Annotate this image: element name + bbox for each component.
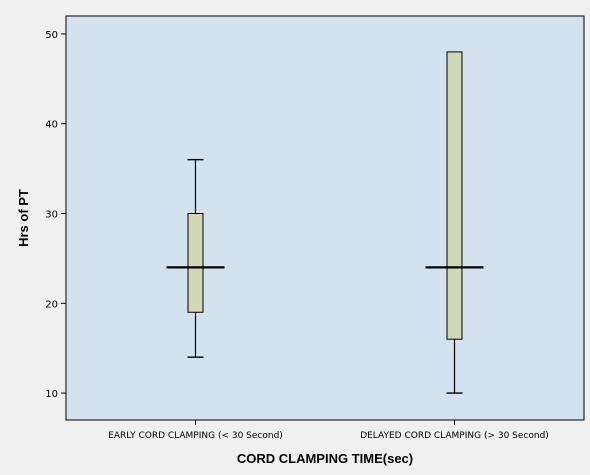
y-tick-label: 20 bbox=[45, 299, 58, 310]
y-axis: 10 20 30 40 50 bbox=[45, 30, 66, 400]
y-axis-title: Hrs of PT bbox=[16, 189, 31, 247]
y-tick-label: 50 bbox=[45, 30, 58, 41]
y-tick-label: 30 bbox=[45, 210, 58, 221]
x-category-label: EARLY CORD CLAMPING (< 30 Second) bbox=[108, 431, 283, 441]
y-tick-label: 40 bbox=[45, 120, 58, 131]
iqr-box bbox=[187, 213, 204, 313]
plot-area bbox=[65, 15, 585, 421]
x-axis-title: CORD CLAMPING TIME(sec) bbox=[237, 451, 413, 466]
box-group bbox=[425, 51, 484, 394]
y-tick-label: 10 bbox=[45, 389, 58, 400]
box-group bbox=[166, 158, 225, 358]
boxes bbox=[166, 51, 484, 394]
iqr-box bbox=[446, 51, 463, 340]
x-axis: EARLY CORD CLAMPING (< 30 Second) DELAYED… bbox=[108, 420, 549, 441]
x-category-label: DELAYED CORD CLAMPING (> 30 Second) bbox=[360, 431, 549, 441]
